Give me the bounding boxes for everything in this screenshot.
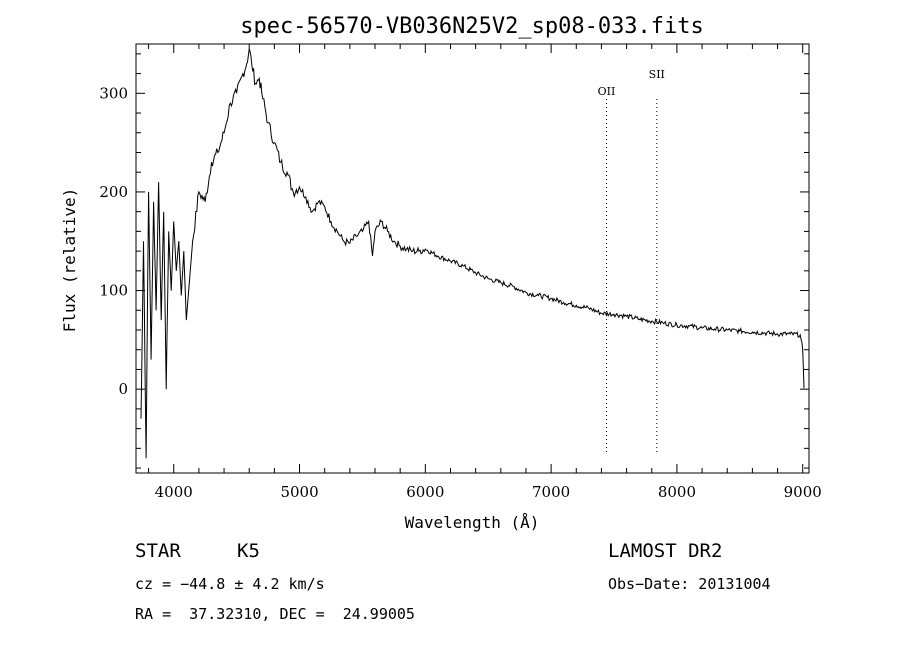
- y-tick-label: 300: [99, 84, 128, 102]
- observation-date: Obs−Date: 20131004: [608, 575, 771, 593]
- spectral-line-label: SII: [649, 68, 665, 81]
- chart-title: spec-56570-VB036N25V2_sp08-033.fits: [240, 14, 704, 39]
- spectral-lines: OII SII: [598, 68, 665, 453]
- y-tick-label: 200: [99, 183, 128, 201]
- axis-ticks: [136, 44, 809, 473]
- tick-labels: 4000 5000 6000 7000 8000 9000 0 100 200 300: [99, 84, 821, 501]
- x-tick-label: 9000: [784, 483, 822, 501]
- object-subclass: K5: [237, 540, 260, 562]
- x-tick-label: 8000: [658, 483, 696, 501]
- x-tick-label: 5000: [280, 483, 318, 501]
- redshift-velocity: cz = −44.8 ± 4.2 km/s: [135, 575, 325, 593]
- object-type: STAR: [135, 540, 181, 562]
- survey-name: LAMOST DR2: [608, 540, 723, 562]
- y-tick-label: 0: [118, 380, 128, 398]
- x-tick-label: 6000: [406, 483, 444, 501]
- x-axis-label: Wavelength (Å): [405, 513, 540, 532]
- spectral-line-label: OII: [598, 85, 616, 98]
- y-tick-label: 100: [99, 282, 128, 300]
- x-tick-label: 4000: [155, 483, 193, 501]
- plot-frame: [135, 43, 810, 474]
- y-axis-label: Flux (relative): [60, 188, 79, 333]
- x-tick-label: 7000: [532, 483, 570, 501]
- coordinates: RA = 37.32310, DEC = 24.99005: [135, 605, 415, 623]
- spectrum-series-line: [140, 48, 805, 459]
- plot-border: [135, 43, 810, 474]
